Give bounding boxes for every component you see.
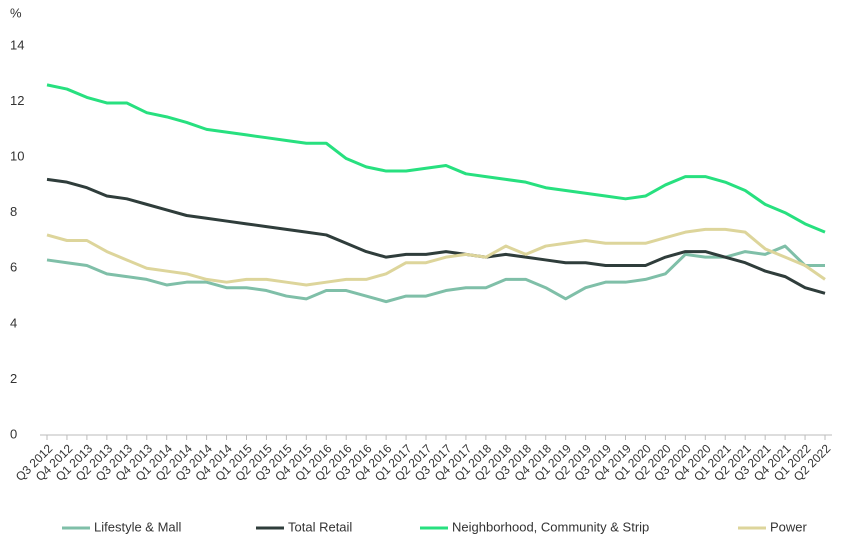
y-tick-label: 6 xyxy=(10,260,17,275)
legend-label: Total Retail xyxy=(288,519,352,534)
legend-label: Lifestyle & Mall xyxy=(94,519,182,534)
y-tick-label: 10 xyxy=(10,149,24,164)
series-line xyxy=(46,83,826,234)
series-line xyxy=(46,177,826,295)
y-axis-label: % xyxy=(10,5,22,20)
y-tick-label: 12 xyxy=(10,93,24,108)
y-tick-label: 2 xyxy=(10,371,17,386)
legend-label: Power xyxy=(770,519,808,534)
series-line xyxy=(46,227,826,287)
y-tick-label: 14 xyxy=(10,37,24,52)
legend-label: Neighborhood, Community & Strip xyxy=(452,519,649,534)
series-line xyxy=(46,244,825,304)
y-tick-label: 8 xyxy=(10,204,17,219)
y-tick-label: 0 xyxy=(10,426,17,441)
y-tick-label: 4 xyxy=(10,315,17,330)
